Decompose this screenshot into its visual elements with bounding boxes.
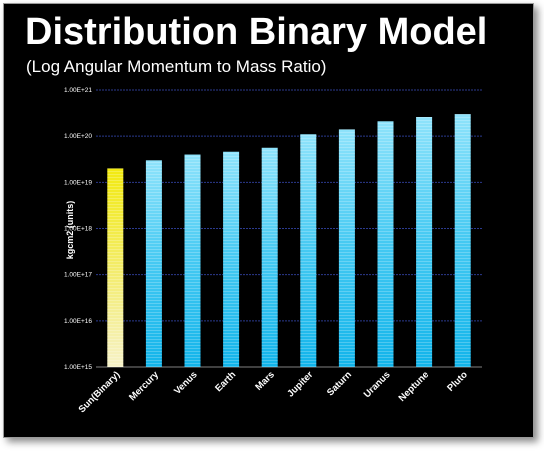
bar-texture [454,114,471,367]
x-tick-label: Neptune [397,369,432,404]
bar-texture [107,168,124,367]
bar-texture [338,129,355,367]
y-tick-label: 1.00E+18 [64,226,92,233]
x-tick-label: Venus [172,369,200,397]
y-axis-label: kgcm2 (units) [65,201,75,260]
x-tick-label: Sun(Binary) [77,369,123,415]
x-axis: Sun(Binary) Mercury Venus Earth Mars Jupiter S… [77,369,470,415]
y-tick-label: 1.00E+20 [64,133,92,140]
bar-texture [416,117,433,367]
x-tick-label: Mars [253,369,276,392]
bar-texture [184,154,201,367]
y-tick-label: 1.00E+15 [64,364,92,371]
x-tick-label: Jupiter [285,369,315,399]
bar-texture [377,121,394,367]
bar-layer [107,114,471,367]
x-tick-label: Mercury [127,369,161,403]
y-axis: 1.00E+15 1.00E+16 1.00E+17 1.00E+18 1.00E+19… [64,87,92,371]
x-tick-label: Saturn [325,369,354,398]
x-tick-label: Earth [213,369,238,394]
x-tick-label: Uranus [362,369,393,400]
y-tick-label: 1.00E+16 [64,318,92,325]
y-tick-label: 1.00E+17 [64,272,92,279]
bar-texture [223,151,240,367]
y-tick-label: 1.00E+21 [64,87,92,94]
bar-texture [145,160,162,367]
bar-texture [261,147,278,367]
chart-title: Distribution Binary Model [25,11,488,53]
bar-texture [300,134,317,367]
chart-subtitle: (Log Angular Momentum to Mass Ratio) [26,57,327,76]
y-tick-label: 1.00E+19 [64,179,92,186]
x-tick-label: Pluto [445,369,470,394]
